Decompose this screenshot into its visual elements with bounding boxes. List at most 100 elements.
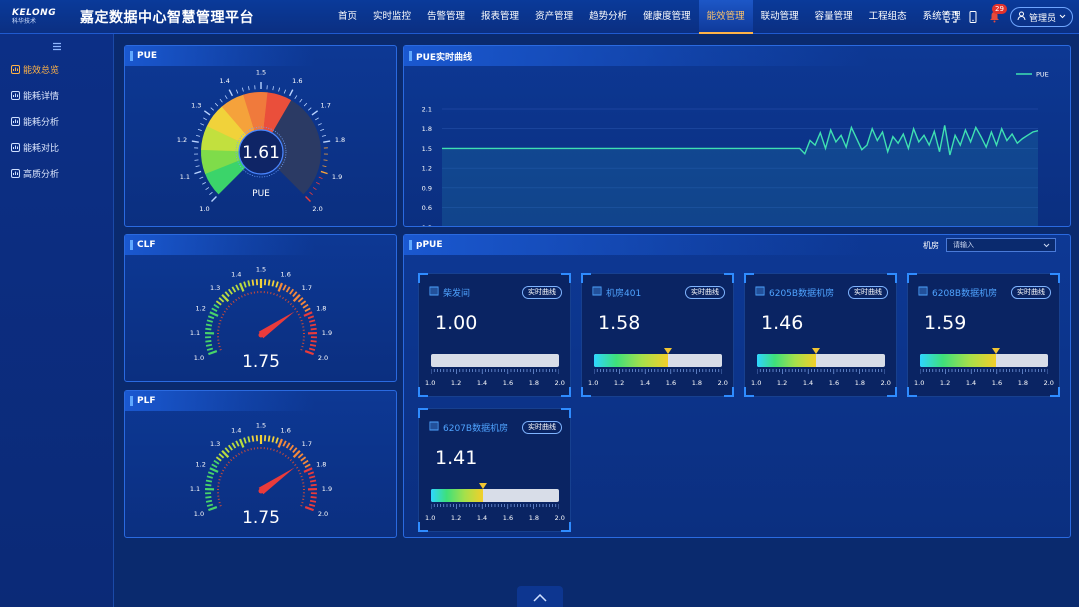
gauge-fill-segment xyxy=(204,159,246,195)
nav-item[interactable]: 工程组态 xyxy=(868,11,907,22)
realtime-curve-button[interactable]: 实时曲线 xyxy=(685,286,725,299)
mobile-icon[interactable] xyxy=(966,10,980,24)
plf-panel-title: PLF xyxy=(125,391,396,411)
gauge-tick xyxy=(307,107,312,111)
gauge-tick xyxy=(241,87,244,92)
sidebar-item-label: 能耗分析 xyxy=(23,117,60,128)
gauge-tick xyxy=(294,95,298,100)
gauge-tick xyxy=(322,165,327,168)
sidebar-item-label: 能耗对比 xyxy=(23,143,60,154)
user-menu-button[interactable]: 管理员 xyxy=(1009,7,1073,27)
nav-item[interactable]: 联动管理 xyxy=(760,11,799,22)
bell-icon[interactable]: 29 xyxy=(988,4,1007,24)
nav-item[interactable]: 容量管理 xyxy=(814,11,853,22)
sidebar-item[interactable]: 能耗分析 xyxy=(0,108,113,134)
gauge-inner-tick xyxy=(296,466,299,469)
gauge-tick xyxy=(231,286,237,293)
realtime-curve-button[interactable]: 实时曲线 xyxy=(522,421,562,434)
ppue-bar-marker xyxy=(811,348,820,354)
nav-item[interactable]: 趋势分析 xyxy=(589,11,628,22)
gauge-tick xyxy=(309,323,317,327)
card-corner xyxy=(887,387,897,397)
scale-label: 1.8 xyxy=(854,379,866,387)
gauge-tick xyxy=(235,89,239,94)
gauge-tick xyxy=(247,436,251,443)
logo-subtext: 科华技术 xyxy=(12,17,37,25)
gauge-inner-tick xyxy=(297,313,300,316)
nav-item[interactable]: 资产管理 xyxy=(535,11,574,22)
gauge-tick xyxy=(215,456,222,462)
nav-item[interactable]: 首页 xyxy=(338,11,358,22)
gauge-tick-label: 1.1 xyxy=(190,329,200,337)
gauge-tick xyxy=(207,471,215,476)
sidebar-item[interactable]: 能耗详情 xyxy=(0,82,113,108)
scale-label: 1.4 xyxy=(802,379,814,387)
pue-panel: PUE 1.0 1.1 1.2 1.3 1.4 1.5 1.6 1.7 1.8 1.9 2.0 1.6… xyxy=(124,45,397,227)
fullscreen-icon[interactable] xyxy=(944,10,958,24)
gauge-tick xyxy=(303,102,308,107)
nav-item[interactable]: 能效管理 xyxy=(698,0,753,34)
chevron-down-icon xyxy=(1043,242,1050,250)
gauge-tick xyxy=(205,496,212,499)
gauge-tick xyxy=(315,117,319,121)
gauge-tick xyxy=(285,286,291,293)
card-corner xyxy=(561,522,571,532)
scroll-up-button[interactable] xyxy=(517,586,563,607)
card-corner xyxy=(418,408,428,418)
card-corner xyxy=(561,273,571,283)
gauge-inner-tick xyxy=(300,475,303,478)
gauge-tick xyxy=(271,436,275,443)
y-tick-label: 2.1 xyxy=(422,106,432,114)
room-select[interactable]: 请输入 xyxy=(946,238,1056,252)
sidebar-item[interactable]: 能耗对比 xyxy=(0,134,113,160)
compare-icon xyxy=(11,142,20,152)
gauge-tick xyxy=(323,159,328,161)
card-corner xyxy=(418,387,428,397)
sidebar-item[interactable]: 高质分析 xyxy=(0,160,113,186)
gauge-tick xyxy=(221,449,230,458)
nav-item[interactable]: 健康度管理 xyxy=(643,11,691,22)
nav-item[interactable]: 告警管理 xyxy=(427,11,466,22)
nav-item[interactable]: 系统管理 xyxy=(922,11,961,22)
gauge-fill-segment xyxy=(263,92,292,133)
gauge-tick xyxy=(209,467,219,473)
y-tick-label: 0.6 xyxy=(422,204,432,212)
gauge-tick xyxy=(317,123,322,126)
gauge-inner-tick xyxy=(301,478,304,481)
scale-label: 1.8 xyxy=(528,514,540,522)
realtime-curve-button[interactable]: 实时曲线 xyxy=(522,286,562,299)
card-title: 柴发间 xyxy=(429,286,470,299)
pue-line-chart: 00.30.60.91.21.51.82.12021-11-18 00:15:0… xyxy=(422,71,1049,226)
clf-needle xyxy=(258,311,295,339)
gauge-tick-label: 2.0 xyxy=(312,205,322,213)
gauge-tick xyxy=(191,140,199,143)
card-title: 6207B数据机房 xyxy=(429,421,508,434)
gauge-tick xyxy=(323,140,331,143)
gauge-tick xyxy=(292,447,298,454)
logo: KELONG 科华技术 xyxy=(0,0,76,34)
server-icon xyxy=(918,286,928,299)
card-corner xyxy=(1050,387,1060,397)
gauge-tick xyxy=(277,438,283,448)
gauge-tick xyxy=(318,176,323,179)
realtime-curve-button[interactable]: 实时曲线 xyxy=(848,286,888,299)
gauge-tick-label: 1.3 xyxy=(210,284,220,292)
gauge-inner-tick xyxy=(225,463,228,467)
gauge-tick-label: 1.6 xyxy=(292,77,302,85)
sidebar-collapse-button[interactable] xyxy=(0,34,113,56)
gauge-tick xyxy=(302,303,309,309)
nav-item[interactable]: 报表管理 xyxy=(481,11,520,22)
gauge-tick xyxy=(206,475,213,479)
gauge-tick xyxy=(231,442,237,449)
gauge-tick xyxy=(206,347,214,351)
gauge-tick xyxy=(205,327,212,331)
needle-hub xyxy=(258,332,264,338)
gauge-inner-tick xyxy=(227,461,230,464)
gauge-tick xyxy=(300,300,307,306)
sidebar-item[interactable]: 能效总览 xyxy=(0,56,113,82)
gauge-tick-label: 1.9 xyxy=(332,173,342,181)
nav-item[interactable]: 实时监控 xyxy=(373,11,412,22)
card-value: 1.41 xyxy=(435,447,478,469)
realtime-curve-button[interactable]: 实时曲线 xyxy=(1011,286,1051,299)
gauge-inner-tick xyxy=(292,305,295,308)
